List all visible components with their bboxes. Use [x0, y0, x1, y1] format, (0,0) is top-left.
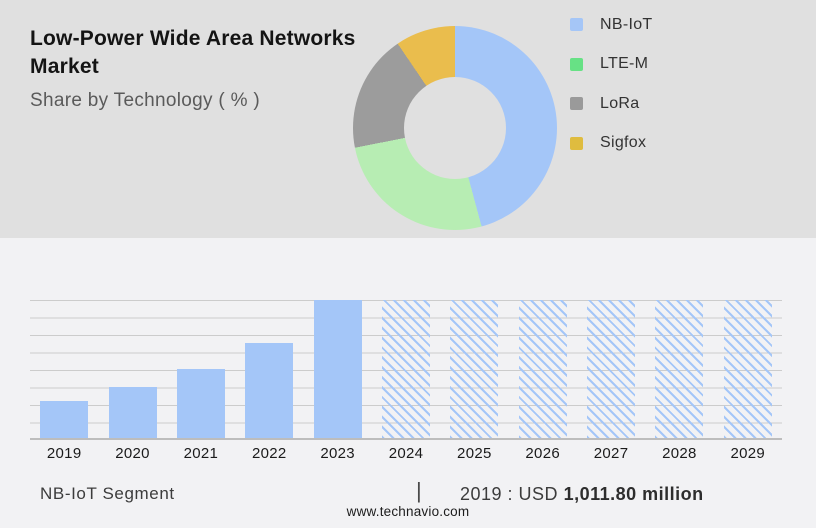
- segment-value-amount: 1,011.80 million: [563, 484, 704, 504]
- bar-2029: [723, 300, 772, 438]
- bar-slot: [509, 300, 577, 438]
- bar-2028: [655, 300, 704, 438]
- bar-2022: [245, 342, 294, 438]
- x-tick-2024: 2024: [388, 445, 424, 462]
- legend-swatch: [570, 97, 583, 111]
- bar-2019: [40, 400, 89, 438]
- legend-label: LTE-M: [600, 55, 649, 73]
- bar-2026: [518, 300, 567, 438]
- x-tick-2022: 2022: [251, 445, 287, 462]
- legend-label: Sigfox: [600, 134, 647, 152]
- page-title: Low-Power Wide Area Networks Market: [30, 27, 356, 78]
- x-axis-labels: 2019 2020 2021 2022 2023 2024 2025 2026 2027 2028…: [30, 445, 782, 462]
- title-block: Low-Power Wide Area Networks Market Shar…: [30, 25, 375, 112]
- x-tick-2029: 2029: [730, 445, 766, 462]
- chart-legend: NB-IoT LTE-M LoRa Sigfox: [570, 5, 652, 163]
- bar-2020: [108, 386, 157, 438]
- segment-value-prefix: 2019 : USD: [460, 484, 564, 504]
- x-tick-2019: 2019: [46, 445, 82, 462]
- x-tick-2021: 2021: [183, 445, 219, 462]
- bar-slot: [372, 300, 440, 438]
- legend-item-lte-m: LTE-M: [570, 45, 652, 85]
- legend-item-nb-iot: NB-IoT: [570, 5, 652, 45]
- x-tick-2025: 2025: [457, 445, 492, 462]
- legend-label: LoRa: [600, 94, 640, 112]
- top-section: Low-Power Wide Area Networks Market Shar…: [0, 0, 816, 238]
- bar-2027: [587, 300, 636, 438]
- bar-slot: [440, 300, 508, 438]
- bar-slot: [645, 300, 713, 438]
- segment-label: NB-IoT Segment: [40, 484, 175, 503]
- x-tick-2028: 2028: [662, 445, 697, 462]
- bar-slot: [303, 300, 371, 438]
- page-subtitle: Share by Technology ( % ): [30, 90, 260, 111]
- bottom-section: 2019 2020 2021 2022 2023 2024 2025 2026 2027 2028…: [0, 238, 816, 528]
- legend-item-sigfox: Sigfox: [570, 124, 652, 164]
- legend-swatch: [570, 57, 583, 71]
- legend-item-lora: LoRa: [570, 84, 652, 124]
- bars-row: [30, 300, 782, 438]
- legend-swatch: [570, 136, 583, 150]
- x-tick-2027: 2027: [593, 445, 629, 462]
- x-tick-2020: 2020: [115, 445, 150, 462]
- bar-slot: [30, 300, 98, 438]
- bar-slot: [167, 300, 235, 438]
- donut-hole: [404, 77, 506, 179]
- x-tick-2026: 2026: [525, 445, 560, 462]
- bar-slot: [235, 300, 303, 438]
- donut-chart: [353, 26, 557, 230]
- footer-divider: |: [416, 478, 422, 503]
- website-link[interactable]: www.technavio.com: [346, 504, 470, 519]
- bar-2021: [176, 369, 225, 438]
- legend-label: NB-IoT: [600, 15, 653, 33]
- bar-2024: [381, 300, 430, 438]
- bar-chart-plot-area: [30, 300, 782, 440]
- bar-2025: [450, 300, 499, 438]
- segment-value: 2019 : USD 1,011.80 million: [460, 484, 704, 505]
- legend-swatch: [570, 18, 583, 32]
- bar-slot: [98, 300, 166, 438]
- bar-slot: [714, 300, 782, 438]
- bar-slot: [577, 300, 645, 438]
- bar-2023: [313, 300, 362, 438]
- x-tick-2023: 2023: [320, 445, 355, 462]
